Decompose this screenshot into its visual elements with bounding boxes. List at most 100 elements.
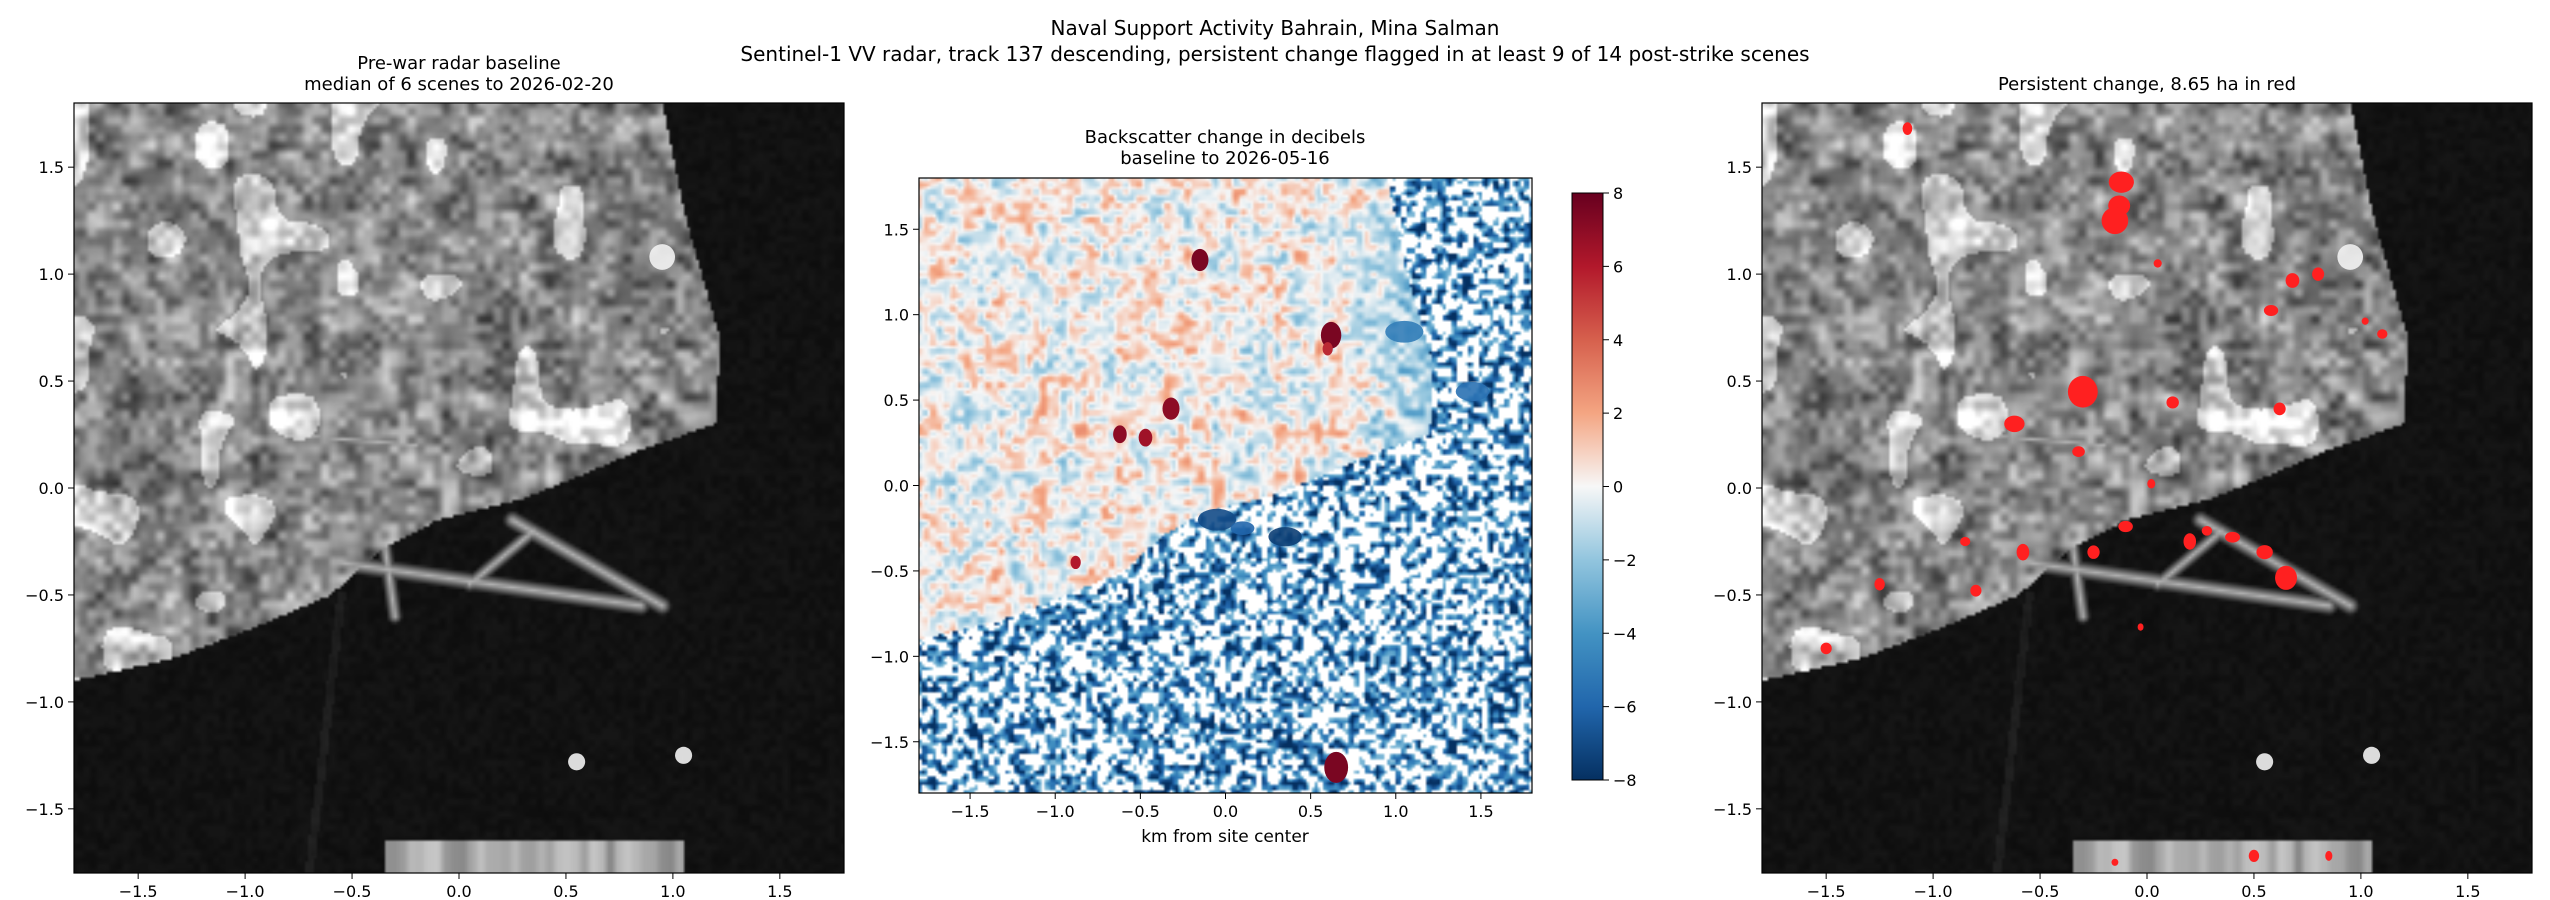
persistent-change-image (1762, 103, 2532, 873)
flagged-patch-30 (2248, 849, 2260, 862)
flagged-patch-8 (2377, 329, 2388, 339)
xtick-label: 0.0 (2134, 882, 2159, 900)
xtick-label: −1.0 (1914, 882, 1953, 900)
panel-change-subtitle: baseline to 2026-05-16 (1120, 148, 1330, 169)
flagged-patch-26 (1970, 584, 1982, 597)
flagged-patch-0 (2108, 171, 2134, 193)
ytick-label: 1.0 (884, 306, 909, 325)
flagged-patch-31 (2325, 850, 2333, 861)
flagged-patch-28 (2137, 623, 2144, 631)
flagged-patch-2 (2101, 207, 2129, 235)
flagged-patch-3 (1902, 122, 1913, 136)
flagged-patch-21 (2275, 565, 2298, 590)
ytick-label: −0.5 (25, 586, 64, 605)
ytick-label: 1.5 (1727, 158, 1752, 177)
flagged-patch-27 (1820, 642, 1832, 655)
bright-feature-2 (675, 746, 693, 764)
flagged-patch-18 (2201, 525, 2213, 536)
xtick-label: 1.5 (2455, 882, 2480, 900)
change-coldspot-3 (1385, 320, 1424, 343)
xtick-label: 1.5 (767, 882, 792, 900)
xtick-label: −1.0 (226, 882, 265, 900)
colorbar-tick-label: 0 (1613, 478, 1623, 497)
ytick-label: −1.0 (1713, 693, 1752, 712)
change-hotspot-2 (1162, 397, 1180, 420)
xtick-label: 0.5 (2241, 882, 2266, 900)
flagged-patch-12 (2072, 446, 2085, 457)
baseline-radar-image (74, 103, 844, 873)
flagged-patch-13 (2166, 396, 2179, 409)
change-hotspot-3 (1113, 425, 1127, 444)
flagged-patch-29 (2111, 858, 2119, 866)
xtick-label: 0.5 (553, 882, 578, 900)
bright-feature-1 (2256, 753, 2274, 771)
flagged-patch-15 (2147, 478, 2156, 489)
panel-baseline: Pre-war radar baseline median of 6 scene… (25, 53, 845, 900)
ytick-label: −0.5 (1713, 586, 1752, 605)
ytick-label: −1.5 (25, 800, 64, 819)
panel-persistent-axes: −1.5 −1.0 −0.5 0.0 0.5 1.0 1.5 −1.5 −1.0 −0.5 0.0 0… (1713, 158, 2480, 900)
xtick-label: −1.5 (951, 802, 990, 821)
change-hotspot-4 (1138, 428, 1153, 447)
change-coldspot-2 (1230, 521, 1255, 536)
flagged-patch-11 (2004, 415, 2025, 433)
panel-baseline-title: Pre-war radar baseline (357, 53, 560, 74)
bright-feature-2 (2363, 746, 2381, 764)
panel-persistent-change: Persistent change, 8.65 ha in red −1.5 −1… (1713, 74, 2533, 900)
figure-subtitle: Sentinel-1 VV radar, track 137 descendin… (740, 42, 1809, 66)
xtick-label: −1.5 (119, 882, 158, 900)
change-coldspot-4 (1455, 381, 1490, 402)
change-coldspot-0 (1197, 508, 1237, 531)
ytick-label: −0.5 (870, 562, 909, 581)
ytick-label: 0.5 (39, 372, 64, 391)
colorbar-tick-label: −8 (1613, 771, 1637, 790)
change-hotspot-0 (1191, 248, 1209, 272)
colorbar-tick-label: 2 (1613, 404, 1623, 423)
colorbar-tick-label: −4 (1613, 624, 1637, 643)
xtick-label: 0.5 (1298, 802, 1323, 821)
ytick-label: 1.0 (1727, 265, 1752, 284)
change-db-image (919, 178, 1532, 793)
ytick-label: 1.5 (884, 220, 909, 239)
panel-change-axes: −1.5 −1.0 −0.5 0.0 0.5 1.0 1.5 −1.5 −1.0 −0.5 0.0 0… (870, 220, 1494, 821)
flagged-patch-6 (2263, 304, 2279, 316)
panel-change: Backscatter change in decibels baseline … (870, 127, 1636, 847)
ytick-label: 0.0 (39, 479, 64, 498)
ytick-label: 0.0 (884, 477, 909, 496)
flagged-patch-24 (2016, 543, 2030, 561)
ytick-label: 1.5 (39, 158, 64, 177)
flagged-patch-9 (2361, 317, 2369, 325)
bright-feature-0 (649, 244, 676, 270)
xtick-label: 1.0 (1383, 802, 1408, 821)
flagged-patch-19 (2225, 531, 2241, 543)
colorbar-tick-label: −2 (1613, 551, 1637, 570)
xtick-label: −1.0 (1036, 802, 1075, 821)
change-coldspot-1 (1268, 527, 1302, 547)
bright-feature-1 (568, 753, 586, 771)
change-hotspot-6 (1070, 555, 1081, 570)
ytick-label: −1.0 (25, 693, 64, 712)
flagged-patch-17 (2183, 533, 2197, 550)
flagged-patch-22 (2087, 545, 2100, 559)
flagged-patch-10 (2067, 375, 2098, 408)
ytick-label: 0.5 (884, 391, 909, 410)
flagged-patch-7 (2312, 267, 2325, 281)
change-hotspot-7 (1322, 342, 1333, 356)
xtick-label: 1.5 (1468, 802, 1493, 821)
colorbar-tick-label: 6 (1613, 257, 1623, 276)
xtick-label: 0.0 (1213, 802, 1238, 821)
flagged-patch-25 (1874, 578, 1885, 591)
figure-title: Naval Support Activity Bahrain, Mina Sal… (1051, 16, 1500, 40)
change-hotspot-5 (1324, 751, 1349, 783)
colorbar-tick-label: 4 (1613, 331, 1623, 350)
flagged-patch-14 (2273, 402, 2286, 416)
xtick-label: −0.5 (1121, 802, 1160, 821)
panel-change-title: Backscatter change in decibels (1085, 127, 1366, 148)
xtick-label: 1.0 (2348, 882, 2373, 900)
ytick-label: −1.5 (870, 733, 909, 752)
ytick-label: 1.0 (39, 265, 64, 284)
ytick-label: −1.5 (1713, 800, 1752, 819)
ytick-label: 0.0 (1727, 479, 1752, 498)
panel-baseline-axes: −1.5 −1.0 −0.5 0.0 0.5 1.0 1.5 −1.5 −1.0 −0.5 0.0 0… (25, 158, 792, 900)
xtick-label: 1.0 (660, 882, 685, 900)
